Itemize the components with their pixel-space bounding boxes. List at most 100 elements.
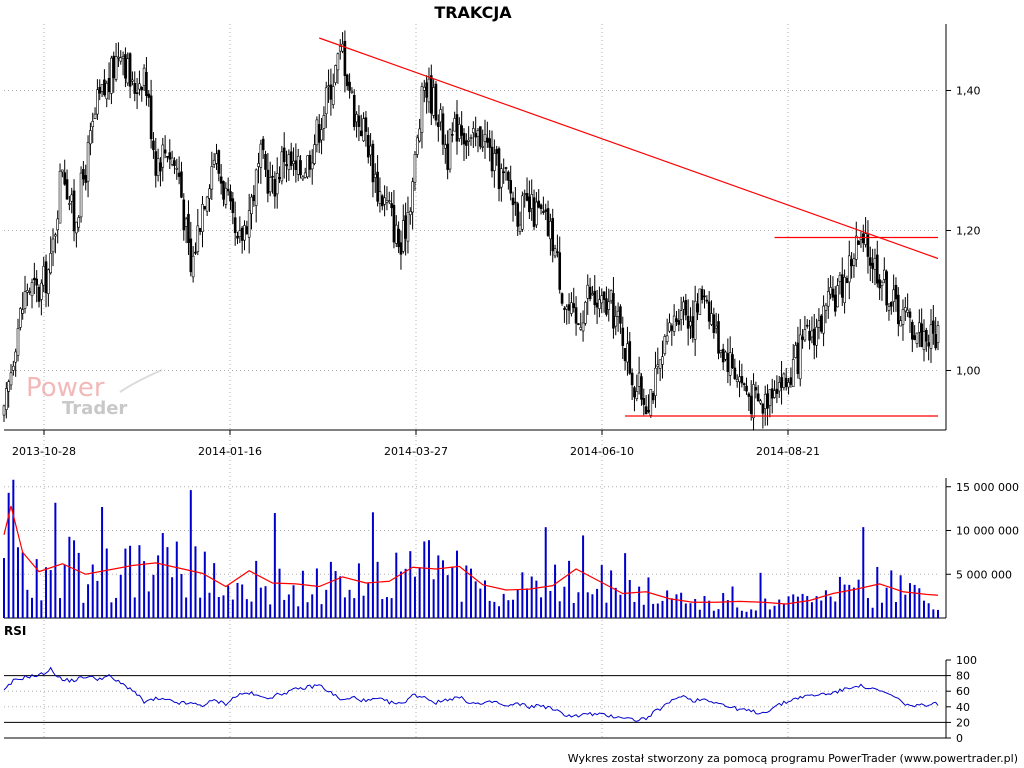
candle-body: [147, 93, 151, 98]
volume-bar: [484, 580, 487, 618]
candle-body: [359, 130, 363, 137]
candle-body: [289, 151, 293, 167]
candle-body: [394, 224, 398, 244]
candle-body: [467, 139, 470, 142]
candle-body: [21, 309, 24, 314]
volume-bar: [904, 594, 907, 618]
candle-body: [173, 160, 176, 166]
volume-bar: [287, 594, 290, 618]
candle-body: [233, 217, 237, 234]
candle-body: [904, 307, 907, 312]
volume-bar: [250, 601, 253, 618]
candle-body: [371, 143, 375, 183]
volume-bar: [848, 584, 851, 618]
candle-body: [817, 320, 821, 328]
candle-body: [651, 393, 655, 401]
candle-body: [145, 71, 148, 97]
candle-body: [787, 382, 790, 388]
candle-body: [915, 332, 919, 344]
candle-body: [427, 78, 431, 103]
x-axis: 2013-10-28 2014-01-16 2014-03-27 2014-06-10…: [12, 430, 820, 458]
candle-body: [103, 79, 106, 96]
candle-body: [932, 320, 935, 334]
candle-body: [591, 293, 594, 296]
candle-body: [882, 269, 886, 280]
candle-body: [425, 82, 428, 98]
candle-body: [406, 211, 410, 242]
candle-body: [481, 146, 484, 148]
candle-body: [415, 137, 419, 155]
candle-body: [584, 301, 587, 324]
candle-body: [334, 65, 337, 83]
candle-body: [9, 372, 13, 386]
candle-body: [37, 286, 41, 302]
volume-bar: [801, 593, 804, 618]
candle-body: [908, 311, 912, 318]
volume-bar: [549, 590, 552, 618]
candle-body: [897, 294, 900, 325]
volume-bar: [227, 585, 230, 618]
candle-body: [815, 326, 818, 346]
candle-body: [609, 290, 613, 302]
volume-bar: [754, 610, 757, 618]
candle-body: [679, 310, 683, 320]
volume-bar: [838, 576, 841, 618]
volume-bar: [180, 574, 183, 618]
candle-body: [65, 179, 69, 200]
volume-tick-label: 15 000 000: [956, 481, 1019, 494]
candle-body: [570, 302, 573, 314]
candle-body: [658, 359, 662, 369]
candle-body: [721, 348, 725, 363]
volume-bar: [488, 600, 491, 618]
volume-bar: [885, 587, 888, 618]
candle-body: [714, 325, 718, 329]
candle-body: [581, 322, 585, 332]
rsi-tick-label: 60: [956, 685, 970, 698]
volume-bar: [810, 602, 813, 618]
candle-body: [271, 175, 274, 178]
volume-bar: [768, 609, 771, 618]
volume-bar: [899, 575, 902, 618]
candle-body: [635, 391, 639, 399]
volume-bar: [283, 599, 286, 618]
candle-body: [54, 234, 57, 237]
candle-body: [385, 200, 389, 203]
volume-bar: [526, 588, 529, 618]
candle-body: [376, 171, 379, 202]
volume-bar: [413, 576, 416, 618]
candle-body: [875, 254, 879, 284]
volume-bar: [666, 590, 669, 618]
volume-bar: [862, 527, 865, 618]
candle-body: [296, 155, 300, 175]
volume-bar: [479, 588, 482, 618]
candle-body: [894, 284, 898, 300]
candle-body: [796, 342, 800, 375]
volume-bar: [166, 547, 169, 618]
candle-body: [577, 323, 580, 325]
candle-body: [810, 330, 814, 338]
volume-bar: [385, 597, 388, 618]
volume-bar: [236, 582, 239, 618]
volume-bar: [740, 610, 743, 618]
candle-body: [661, 356, 664, 365]
candle-body: [864, 233, 867, 245]
volume-bar: [708, 600, 711, 618]
volume-bar: [703, 595, 706, 618]
candle-body: [579, 327, 583, 330]
candle-body: [282, 147, 286, 163]
candle-body: [42, 266, 45, 286]
rsi-panel: 100 80 60 40 20 0: [3, 654, 977, 745]
candle-body: [306, 155, 309, 178]
volume-bar: [913, 584, 916, 618]
volume-bar: [259, 587, 262, 618]
candle-body: [637, 372, 641, 387]
candle-body: [588, 286, 592, 300]
candle-body: [238, 230, 242, 238]
candle-body: [275, 173, 279, 195]
candle-body: [488, 138, 491, 148]
candle-body: [152, 140, 155, 151]
candle-body: [112, 55, 116, 79]
volume-bar: [474, 581, 477, 618]
volume-bar: [208, 592, 211, 618]
